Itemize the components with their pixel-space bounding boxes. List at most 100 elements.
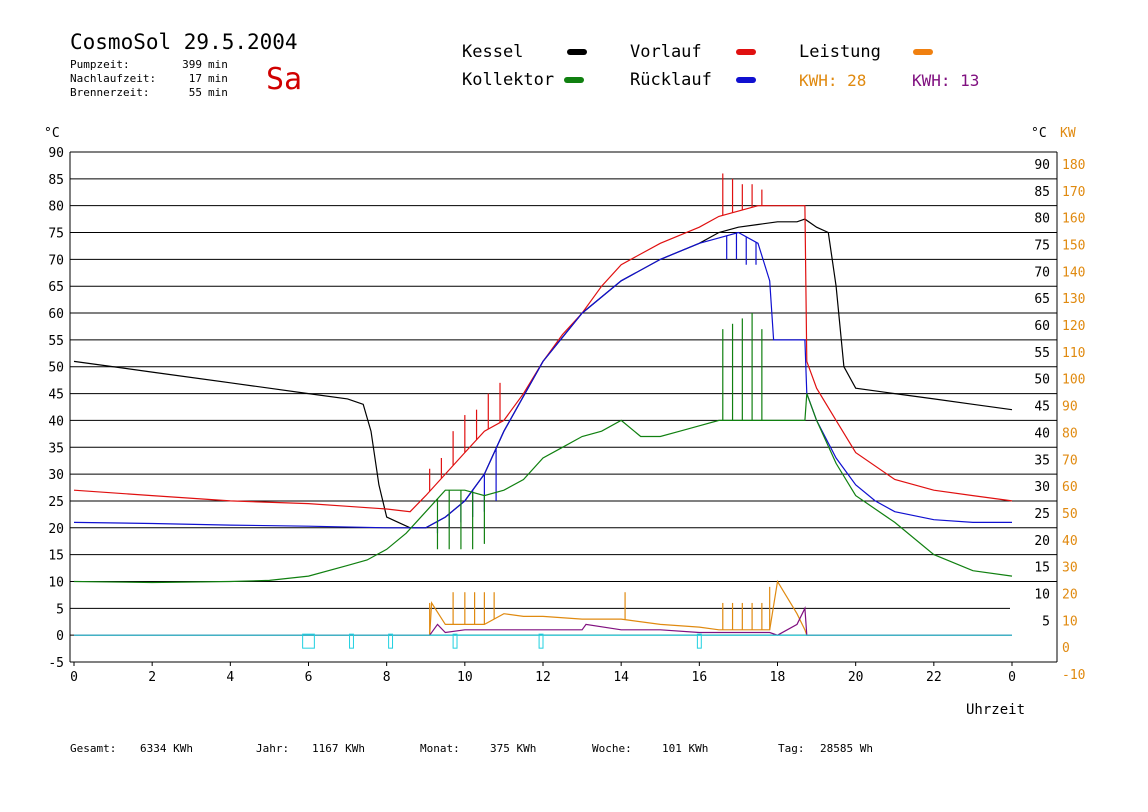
y-tick-label-right: 90 [1034,158,1050,173]
chart-ticks: 908580757065605550454035302520151050-590… [48,146,1085,685]
footer-jahr-label: Jahr: [256,742,290,755]
y-tick-label: 90 [48,146,64,161]
series-line [73,218,1013,529]
y2-tick-label: 160 [1062,212,1085,227]
y-tick-label: 30 [48,468,64,483]
y-tick-label-right: 10 [1034,587,1050,602]
legend-swatch-icon [567,49,588,55]
series-line [73,205,1013,513]
y2-tick-label: 140 [1062,265,1085,280]
y-axis-label-right: °C [1031,126,1047,141]
y-tick-label-right: 45 [1034,400,1050,415]
pump-pulse [349,633,354,649]
x-tick-label: 10 [457,670,473,685]
y-tick-label-right: 65 [1034,292,1050,307]
x-tick-label: 22 [926,670,942,685]
y-tick-label: 0 [56,629,64,644]
legend-ruecklauf: Rücklauf [630,70,756,90]
x-tick-label: 2 [148,670,156,685]
stat-value: 17 [188,72,202,85]
legend-leistung: Leistung [799,42,933,62]
legend-swatch-icon [735,77,756,83]
footer-monat-value: 375 KWh [490,742,537,755]
y2-tick-label: 10 [1062,614,1078,629]
series-line [73,231,1012,529]
y-tick-label: -5 [48,656,64,671]
y2-tick-label: 20 [1062,587,1078,602]
y-tick-label-right: 20 [1034,534,1050,549]
y-tick-label: 5 [56,602,64,617]
page-title: CosmoSol 29.5.2004 [70,30,298,54]
series-vorlauf [73,173,1013,513]
x-tick-label: 8 [383,670,391,685]
y-tick-label: 85 [48,173,64,188]
y-tick-label: 45 [48,388,64,403]
y2-axis-label-right: KW [1060,126,1076,141]
series-leistung [74,579,1012,636]
pump-pulse [538,633,544,649]
stat-label: Nachlaufzeit: [70,72,157,85]
y-tick-label-right: 5 [1042,614,1050,629]
legend-label: Leistung [799,42,881,62]
series-pumpe [74,633,1012,649]
stats-block: Pumpzeit: 399 min Nachlaufzeit: 17 min B… [70,58,228,100]
x-axis-label: Uhrzeit [966,702,1025,718]
y2-tick-label: 30 [1062,561,1078,576]
y-tick-label: 20 [48,522,64,537]
y-tick-label: 35 [48,441,64,456]
footer-tag-label: Tag: [778,742,805,755]
y2-tick-label: 40 [1062,534,1078,549]
footer-woche-label: Woche: [592,742,632,755]
y2-tick-label: 120 [1062,319,1085,334]
footer-jahr-value: 1167 KWh [312,742,365,755]
stat-label: Brennerzeit: [70,86,150,99]
legend-swatch-icon [912,49,933,55]
stat-row-brennerzeit: Brennerzeit: 55 min [70,86,228,100]
series-rcklauf [73,231,1012,534]
y-tick-label-right: 60 [1034,319,1050,334]
y2-tick-label: 0 [1062,641,1070,656]
series-kollektor [73,313,1013,584]
y-axis-label-left: °C [44,126,60,141]
y2-tick-label: -10 [1062,668,1085,683]
series-kessel [73,218,1013,529]
y2-tick-label: 70 [1062,453,1078,468]
pump-pulse [302,633,315,649]
stat-unit: min [208,86,228,99]
stat-value: 55 [188,86,202,99]
y2-tick-label: 100 [1062,373,1085,388]
stat-unit: min [208,72,228,85]
legend-swatch-icon [564,77,585,83]
legend-label: Vorlauf [630,42,702,62]
y-tick-label: 25 [48,495,64,510]
x-tick-label: 0 [70,670,78,685]
y-tick-label: 70 [48,253,64,268]
x-tick-label: 0 [1008,670,1016,685]
kwh-value: 13 [960,71,980,90]
y-tick-label: 10 [48,575,64,590]
y-tick-label-right: 30 [1034,480,1050,495]
y2-tick-label: 150 [1062,239,1085,254]
y-tick-label-right: 35 [1034,453,1050,468]
legend-label: Kollektor [462,70,555,90]
footer-woche-value: 101 KWh [662,742,709,755]
x-tick-label: 18 [770,670,786,685]
chart-grid [69,151,1058,663]
footer-monat-label: Monat: [420,742,460,755]
kwh-label: KWH: [799,71,838,90]
pump-pulse [696,633,702,649]
legend-vorlauf: Vorlauf [630,42,756,62]
kwh-value: 28 [847,71,867,90]
series-line [74,579,1012,636]
y2-tick-label: 50 [1062,507,1078,522]
x-tick-label: 6 [305,670,313,685]
y2-tick-label: 90 [1062,400,1078,415]
y-tick-label: 15 [48,549,64,564]
y-tick-label: 65 [48,280,64,295]
y-tick-label-right: 80 [1034,212,1050,227]
stat-row-pumpzeit: Pumpzeit: 399 min [70,58,228,72]
stat-value: 399 [182,58,202,71]
y-tick-label: 75 [48,227,64,242]
x-tick-label: 4 [226,670,234,685]
legend-label: Kessel [462,42,524,62]
